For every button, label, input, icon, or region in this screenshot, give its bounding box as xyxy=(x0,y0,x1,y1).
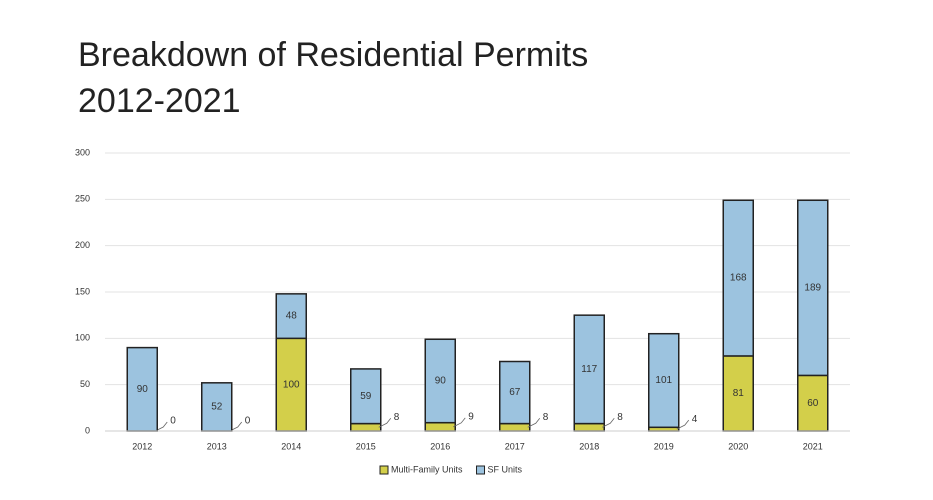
data-label: 0 xyxy=(245,416,251,427)
leader-line xyxy=(527,418,541,428)
data-label: 8 xyxy=(617,412,623,423)
legend-swatch xyxy=(379,465,389,475)
bar-segment xyxy=(499,422,531,432)
y-tick-label: 100 xyxy=(75,333,90,343)
data-label: 67 xyxy=(509,387,521,398)
data-label: 100 xyxy=(283,379,300,390)
x-tick-label: 2018 xyxy=(579,441,599,451)
data-label: 52 xyxy=(211,402,223,413)
bar-segment xyxy=(424,338,456,424)
x-tick-label: 2020 xyxy=(728,441,748,451)
x-tick-label: 2013 xyxy=(207,441,227,451)
data-label: 60 xyxy=(807,398,819,409)
y-tick-label: 200 xyxy=(75,240,90,250)
x-tick-label: 2019 xyxy=(654,441,674,451)
data-label: 81 xyxy=(733,388,745,399)
data-label: 59 xyxy=(360,391,372,402)
bar-segment xyxy=(722,355,754,432)
bar-segment xyxy=(350,422,382,432)
legend-swatch xyxy=(476,465,486,475)
leader-line xyxy=(602,418,615,428)
data-label: 48 xyxy=(286,311,298,322)
legend-label: Multi-Family Units xyxy=(391,464,463,474)
legend-label: SF Units xyxy=(488,464,523,474)
data-label: 168 xyxy=(730,273,747,284)
bar-segment xyxy=(648,332,680,429)
leader-line xyxy=(453,417,466,428)
bar-segment xyxy=(275,293,307,340)
y-tick-label: 0 xyxy=(85,425,90,435)
bar-segment xyxy=(797,199,829,377)
x-tick-label: 2016 xyxy=(430,441,450,451)
y-tick-label: 250 xyxy=(75,194,90,204)
data-label: 101 xyxy=(655,375,672,386)
data-label: 8 xyxy=(394,412,400,423)
x-tick-label: 2021 xyxy=(803,441,823,451)
leader-line xyxy=(378,418,392,428)
bar-segment xyxy=(573,314,605,425)
bar-segment xyxy=(126,346,158,432)
bar-segment xyxy=(722,199,754,357)
data-label: 0 xyxy=(170,416,176,427)
bar-segment xyxy=(797,374,829,432)
data-label: 8 xyxy=(543,412,549,423)
data-label: 9 xyxy=(468,411,474,422)
y-tick-label: 150 xyxy=(75,286,90,296)
x-tick-label: 2014 xyxy=(281,441,301,451)
data-label: 4 xyxy=(692,414,698,425)
bar-segment xyxy=(499,360,531,425)
data-label: 90 xyxy=(137,384,149,395)
x-tick-label: 2015 xyxy=(356,441,376,451)
x-tick-label: 2012 xyxy=(132,441,152,451)
data-label: 189 xyxy=(804,282,821,293)
bar-segment xyxy=(350,368,382,425)
chart-subtitle: 2012-2021 xyxy=(78,82,241,120)
data-label: 90 xyxy=(435,376,447,387)
data-label: 117 xyxy=(581,364,597,375)
bar-segment xyxy=(424,421,456,432)
x-tick-label: 2017 xyxy=(505,441,525,451)
chart-title: Breakdown of Residential Permits xyxy=(78,36,588,74)
y-tick-label: 300 xyxy=(75,147,90,157)
y-tick-label: 50 xyxy=(80,379,90,389)
bar-segment xyxy=(573,422,605,432)
